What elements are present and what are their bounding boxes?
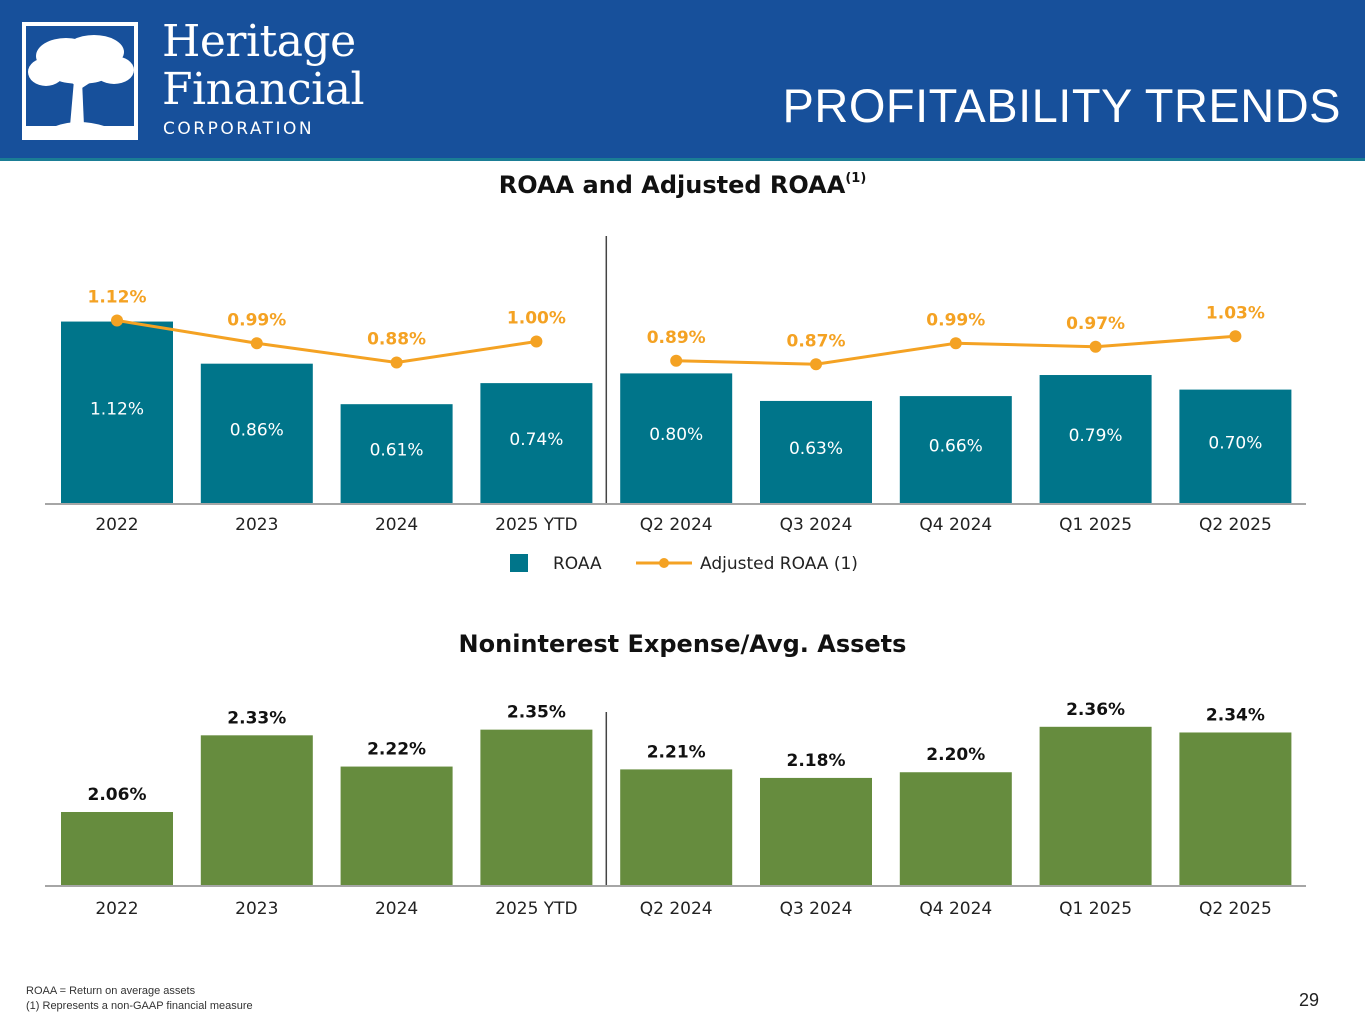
footnote-roaa-definition: ROAA = Return on average assets — [26, 985, 196, 997]
roaa-bar — [1039, 375, 1152, 503]
roaa-bar-label: 0.66% — [929, 437, 983, 457]
roaa-bar — [899, 396, 1012, 503]
legend-roaa-label: ROAA — [553, 554, 602, 574]
legend-adjusted-marker — [659, 558, 669, 568]
x-tick-label: Q4 2024 — [919, 899, 992, 919]
nonint-expense-bar — [480, 729, 593, 885]
adjusted-roaa-point — [810, 358, 822, 371]
nonint-expense-label: 2.20% — [926, 745, 985, 765]
adjusted-roaa-point — [530, 335, 543, 348]
adjusted-roaa-label: 0.87% — [787, 331, 846, 351]
adjusted-roaa-point — [250, 337, 263, 350]
nonint-expense-bar — [1179, 732, 1292, 885]
adjusted-roaa-point — [1089, 340, 1102, 353]
roaa-bar-label: 0.86% — [230, 420, 284, 440]
roaa-bar-label: 0.79% — [1069, 426, 1123, 446]
x-tick-label: 2022 — [95, 899, 138, 919]
adjusted-roaa-label: 0.89% — [647, 328, 706, 348]
header-banner: Heritage Financial CORPORATION PROFITABI… — [0, 0, 1365, 161]
logo-text-financial: Financial — [162, 64, 365, 115]
chart-title-roaa: ROAA and Adjusted ROAA(1) — [0, 171, 1365, 199]
footnote-non-gaap: (1) Represents a non-GAAP financial meas… — [26, 1000, 253, 1012]
roaa-bar-label: 0.61% — [370, 441, 424, 461]
adjusted-roaa-label: 1.00% — [507, 309, 566, 329]
nonint-expense-bar — [760, 777, 872, 885]
adjusted-roaa-point — [390, 356, 403, 369]
logo-tree-icon — [22, 22, 138, 140]
x-tick-label: Q2 2025 — [1199, 899, 1272, 919]
roaa-bar — [1179, 389, 1292, 503]
nonint-expense-bar — [200, 735, 313, 885]
adjusted-roaa-point — [949, 337, 962, 350]
adjusted-roaa-point — [111, 314, 123, 327]
roaa-bar-label: 0.63% — [789, 439, 843, 459]
roaa-bar-label: 1.12% — [90, 399, 144, 419]
x-tick-label: 2023 — [235, 899, 278, 919]
x-tick-label: 2024 — [375, 899, 418, 919]
x-tick-label: Q1 2025 — [1059, 515, 1132, 535]
x-tick-label: 2025 YTD — [495, 899, 578, 919]
chart-title-roaa-footnote-marker: (1) — [845, 171, 867, 186]
roaa-bar-label: 0.74% — [509, 430, 563, 450]
roaa-bar — [340, 404, 453, 503]
nonint-expense-label: 2.35% — [507, 703, 566, 723]
x-tick-label: Q3 2024 — [780, 899, 853, 919]
nonint-expense-bar — [899, 772, 1012, 885]
roaa-bar — [480, 383, 593, 503]
adjusted-roaa-label: 0.99% — [926, 310, 985, 330]
adjusted-roaa-label: 0.99% — [227, 310, 286, 330]
adjusted-roaa-point — [670, 354, 683, 367]
nonint-expense-label: 2.18% — [787, 751, 846, 771]
roaa-bar-label: 0.80% — [649, 425, 703, 445]
x-tick-label: Q2 2024 — [640, 515, 713, 535]
x-tick-label: Q4 2024 — [919, 515, 992, 535]
page-title: PROFITABILITY TRENDS — [782, 79, 1341, 132]
adjusted-roaa-label: 0.97% — [1066, 314, 1125, 334]
roaa-bar — [760, 400, 872, 503]
nonint-expense-bar — [61, 812, 173, 885]
nonint-expense-bar — [340, 766, 453, 885]
roaa-bar — [61, 321, 173, 503]
x-tick-label: 2022 — [95, 515, 138, 535]
x-tick-label: 2024 — [375, 515, 418, 535]
nonint-expense-label: 2.36% — [1066, 700, 1125, 720]
adjusted-roaa-point — [1229, 330, 1242, 343]
nonint-expense-bar — [620, 769, 733, 885]
legend-adjusted-label: Adjusted ROAA (1) — [700, 554, 858, 574]
legend-roaa-swatch — [510, 554, 528, 572]
roaa-bar — [200, 363, 313, 503]
logo-text-heritage: Heritage — [162, 16, 356, 67]
roaa-bar — [620, 373, 733, 503]
x-tick-label: Q1 2025 — [1059, 899, 1132, 919]
nonint-expense-chart: 2.06% 2022 2.33% 2023 2.22% 2024 2.35% 2025 YTD… — [45, 700, 1306, 919]
nonint-expense-label: 2.22% — [367, 740, 426, 760]
adjusted-roaa-label: 1.12% — [88, 288, 147, 308]
logo-text-corporation: CORPORATION — [163, 119, 315, 139]
adjusted-roaa-label: 1.03% — [1206, 303, 1265, 323]
roaa-chart: 1.12% 2022 0.86% 2023 0.61% 2024 0.74% 2025 YTD… — [45, 236, 1306, 574]
page-number: 29 — [1298, 990, 1319, 1010]
x-tick-label: 2025 YTD — [495, 515, 578, 535]
chart-title-nonint-expense: Noninterest Expense/Avg. Assets — [458, 630, 907, 658]
chart-title-roaa-text: ROAA and Adjusted ROAA — [498, 171, 846, 199]
adjusted-roaa-line — [116, 319, 537, 365]
nonint-expense-label: 2.06% — [88, 785, 147, 805]
nonint-expense-label: 2.34% — [1206, 705, 1265, 725]
nonint-expense-bar — [1039, 726, 1152, 885]
roaa-bar-label: 0.70% — [1208, 433, 1262, 453]
x-tick-label: 2023 — [235, 515, 278, 535]
adjusted-roaa-label: 0.88% — [367, 330, 426, 350]
x-tick-label: Q2 2024 — [640, 899, 713, 919]
nonint-expense-label: 2.33% — [227, 708, 286, 728]
nonint-expense-label: 2.21% — [647, 742, 706, 762]
x-tick-label: Q2 2025 — [1199, 515, 1272, 535]
x-tick-label: Q3 2024 — [780, 515, 853, 535]
